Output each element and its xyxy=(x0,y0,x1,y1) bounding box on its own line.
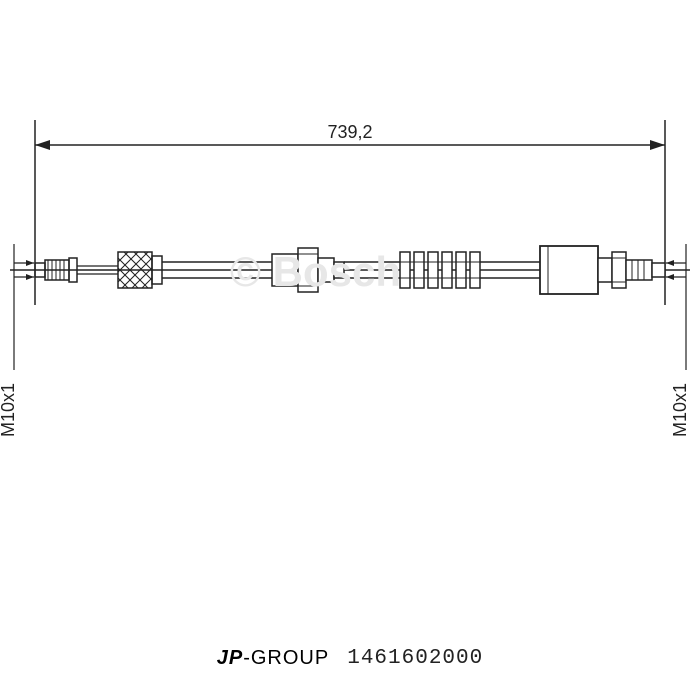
product-footer: JP-GROUP 1461602000 xyxy=(0,647,700,670)
right-thread-label: M10x1 xyxy=(670,383,690,437)
technical-drawing: 739,2 xyxy=(0,0,700,700)
brand-label: JP-GROUP xyxy=(217,647,329,670)
part-number: 1461602000 xyxy=(347,647,483,670)
left-thread-label: M10x1 xyxy=(0,383,18,437)
overall-length-label: 739,2 xyxy=(327,122,372,142)
brand-suffix: -GROUP xyxy=(243,647,329,669)
brand-prefix: JP xyxy=(217,647,243,669)
